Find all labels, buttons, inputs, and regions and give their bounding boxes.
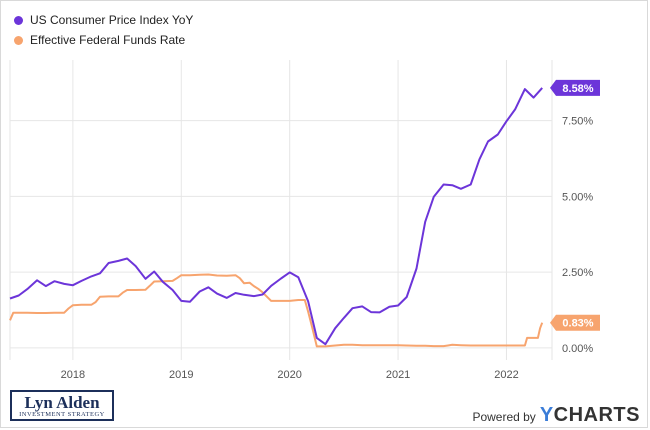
lyn-alden-logo[interactable]: Lyn Alden INVESTMENT STRATEGY (10, 390, 114, 421)
logo-tagline: INVESTMENT STRATEGY (19, 411, 105, 418)
powered-by-ycharts[interactable]: Powered by YCHARTS (472, 404, 640, 427)
legend-marker-cpi (14, 15, 23, 25)
legend-item-cpi[interactable]: US Consumer Price Index YoY (10, 10, 193, 30)
end-label-value: 8.58% (562, 83, 593, 95)
legend-marker-fed-funds (14, 35, 23, 45)
ycharts-logo: YCHARTS (540, 404, 640, 427)
legend-label-fed-funds: Effective Federal Funds Rate (30, 33, 186, 47)
ycharts-y-mark: Y (539, 404, 554, 426)
grid-lines (9, 60, 553, 360)
chart-legend: US Consumer Price Index YoY Effective Fe… (10, 10, 193, 50)
series-line-cpi (9, 87, 543, 346)
series-line-fed-funds (9, 273, 544, 348)
y-tick-label: 5.00% (562, 191, 593, 203)
logo-name: Lyn Alden (24, 393, 100, 412)
end-label-value: 0.83% (562, 318, 593, 330)
x-tick-label: 2018 (61, 369, 85, 381)
x-tick-label: 2022 (494, 369, 518, 381)
powered-by-text: Powered by (472, 410, 536, 424)
end-label-fed-funds: 0.83% (550, 314, 600, 331)
end-label-cpi: 8.58% (550, 79, 600, 96)
legend-item-fed-funds[interactable]: Effective Federal Funds Rate (10, 30, 193, 50)
ycharts-wordmark: CHARTS (553, 404, 640, 426)
end-label-tag (550, 314, 600, 331)
y-tick-label: 0.00% (562, 343, 593, 355)
y-tick-label: 2.50% (562, 267, 593, 279)
end-label-tag (550, 79, 600, 96)
x-tick-label: 2019 (169, 369, 193, 381)
x-tick-label: 2020 (277, 369, 301, 381)
legend-label-cpi: US Consumer Price Index YoY (30, 13, 194, 27)
y-tick-label: 7.50% (562, 116, 593, 128)
x-tick-label: 2021 (386, 369, 410, 381)
